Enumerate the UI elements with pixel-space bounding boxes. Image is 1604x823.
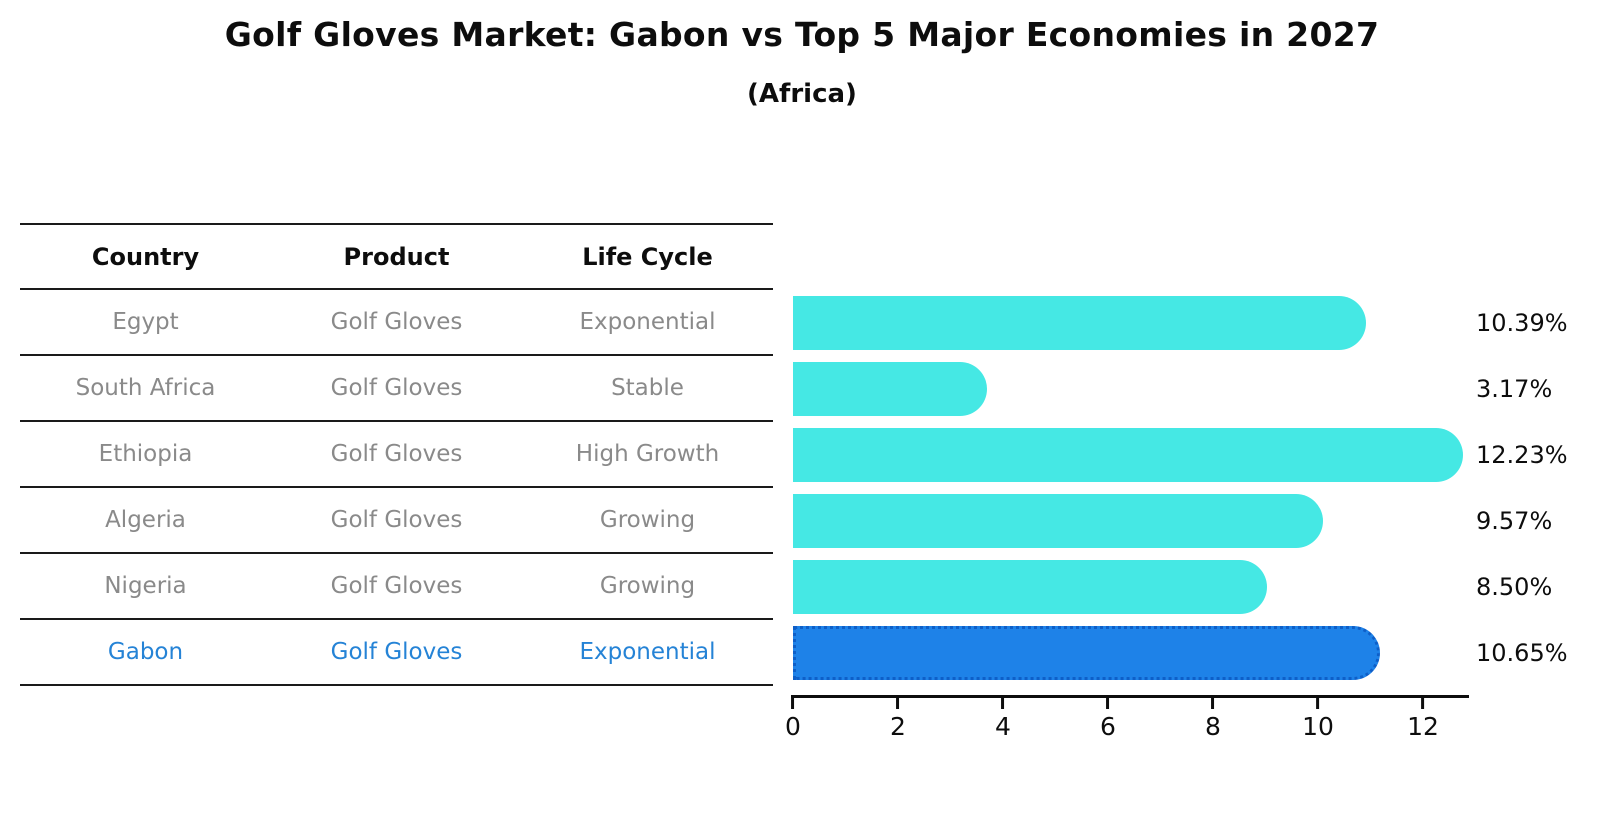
bar-row: 10.39% — [793, 290, 1604, 356]
table-row: Ethiopia Golf Gloves High Growth — [20, 422, 773, 488]
table-row-gabon: Gabon Golf Gloves Exponential — [20, 620, 773, 686]
cell-product: Golf Gloves — [330, 375, 463, 401]
country-table: Country Product Life Cycle Egypt Golf Gl… — [20, 223, 773, 686]
cell-product: Golf Gloves — [330, 309, 463, 335]
value-label: 3.17% — [1476, 375, 1553, 403]
bar-row: 10.65% — [793, 620, 1604, 686]
x-axis-tick: 2 — [890, 698, 906, 741]
tick-mark — [1421, 698, 1425, 709]
cell-life-cycle: Growing — [599, 573, 696, 599]
column-header-product: Product — [343, 242, 450, 271]
x-axis-tick: 12 — [1407, 698, 1439, 741]
bar-row: 9.57% — [793, 488, 1604, 554]
chart-subtitle: (Africa) — [747, 79, 857, 109]
x-axis-tick: 10 — [1302, 698, 1334, 741]
cell-product: Golf Gloves — [330, 573, 463, 599]
bar-row: 12.23% — [793, 422, 1604, 488]
cell-product: Golf Gloves — [330, 639, 463, 665]
cell-life-cycle: Stable — [611, 375, 684, 401]
value-label: 10.65% — [1476, 639, 1568, 667]
tick-mark — [1001, 698, 1005, 709]
bar-nigeria — [793, 560, 1268, 614]
cell-country: Gabon — [107, 639, 184, 665]
value-label: 10.39% — [1476, 309, 1568, 337]
bar-south-africa — [793, 362, 988, 416]
cell-country: Algeria — [105, 507, 186, 533]
cell-life-cycle: Growing — [599, 507, 696, 533]
value-label: 12.23% — [1476, 441, 1568, 469]
bar-row: 8.50% — [793, 554, 1604, 620]
x-axis-tick: 4 — [995, 698, 1011, 741]
cell-country: Nigeria — [104, 573, 187, 599]
cell-life-cycle: High Growth — [575, 441, 720, 467]
bar-algeria — [793, 494, 1324, 548]
tick-mark — [1106, 698, 1110, 709]
value-label: 8.50% — [1476, 573, 1553, 601]
tick-label: 6 — [1100, 712, 1116, 741]
tick-label: 0 — [785, 712, 801, 741]
bar-ethiopia — [793, 428, 1464, 482]
cell-country: South Africa — [75, 375, 216, 401]
table-header-row: Country Product Life Cycle — [20, 223, 773, 290]
x-axis-line — [791, 695, 1469, 698]
value-label: 9.57% — [1476, 507, 1553, 535]
tick-label: 8 — [1205, 712, 1221, 741]
column-header-country: Country — [91, 242, 200, 271]
tick-mark — [896, 698, 900, 709]
cell-product: Golf Gloves — [330, 441, 463, 467]
cell-life-cycle: Exponential — [579, 639, 716, 665]
table-row: Nigeria Golf Gloves Growing — [20, 554, 773, 620]
tick-mark — [791, 698, 795, 709]
tick-label: 10 — [1302, 712, 1334, 741]
table-row: South Africa Golf Gloves Stable — [20, 356, 773, 422]
tick-label: 12 — [1407, 712, 1439, 741]
cell-life-cycle: Exponential — [579, 309, 716, 335]
table-row: Egypt Golf Gloves Exponential — [20, 290, 773, 356]
tick-mark — [1316, 698, 1320, 709]
table-row: Algeria Golf Gloves Growing — [20, 488, 773, 554]
x-axis-ticks: 0 2 4 6 8 10 12 — [785, 698, 1471, 758]
x-axis-tick: 8 — [1205, 698, 1221, 741]
x-axis-tick: 0 — [785, 698, 801, 741]
tick-mark — [1211, 698, 1215, 709]
cell-product: Golf Gloves — [330, 507, 463, 533]
bar-row: 3.17% — [793, 356, 1604, 422]
bar-gabon — [793, 626, 1381, 680]
bar-egypt — [793, 296, 1367, 350]
cell-country: Ethiopia — [98, 441, 193, 467]
cell-country: Egypt — [112, 309, 179, 335]
tick-label: 4 — [995, 712, 1011, 741]
tick-label: 2 — [890, 712, 906, 741]
chart-title: Golf Gloves Market: Gabon vs Top 5 Major… — [224, 15, 1380, 54]
bar-chart: 10.39% 3.17% 12.23% 9.57% 8.50% 10.65% — [793, 290, 1604, 686]
x-axis-tick: 6 — [1100, 698, 1116, 741]
column-header-life-cycle: Life Cycle — [582, 242, 713, 271]
